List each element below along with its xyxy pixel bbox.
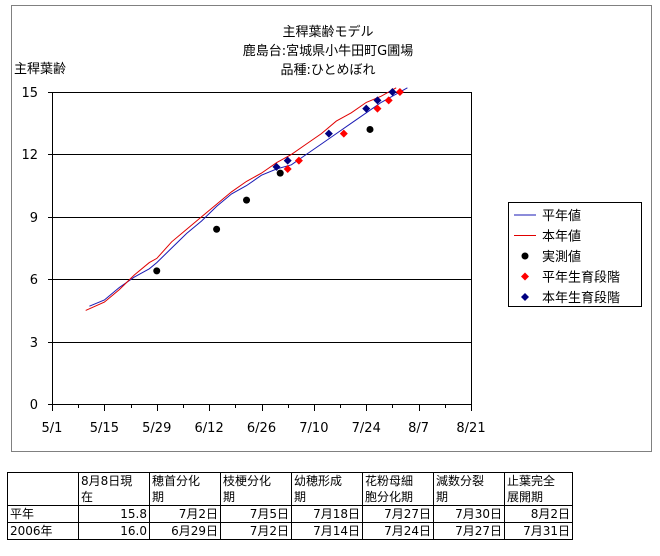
table-cell: 7月2日 [149, 505, 221, 523]
table-row: 平年 15.8 7月2日 7月5日 7月18日 7月27日 7月30日 8月2日 [7, 505, 573, 523]
legend-swatch-diamond [521, 293, 529, 301]
data-point-measured [276, 169, 284, 177]
table-cell: 7月27日 [433, 522, 505, 540]
y-tick-label: 9 [30, 211, 38, 226]
data-point-normal-stage [294, 156, 303, 165]
series-line-平年値 [89, 87, 408, 307]
table-cell: 7月24日 [362, 522, 434, 540]
legend-label: 平年値 [542, 208, 581, 224]
chart-frame [11, 5, 652, 452]
chart-title-line-3: 品種:ひとめぼれ [281, 62, 376, 78]
data-point-normal-stage [283, 164, 292, 173]
table-header-cell: 花粉母細 胞分化期 [362, 472, 434, 506]
table-header-row: 8月8日現在 穂首分化期 枝梗分化期 幼穂形成期 花粉母細 胞分化期 減数分裂期 … [7, 472, 573, 506]
table-cell: 7月5日 [220, 505, 292, 523]
plot-area [52, 92, 472, 405]
x-tick-label: 8/21 [456, 421, 485, 436]
table-cell: 8月2日 [504, 505, 573, 523]
data-point-current-stage [272, 162, 281, 171]
table-cell: 7月27日 [362, 505, 434, 523]
table-header-cell: 減数分裂期 [433, 472, 505, 506]
table-row-label: 平年 [7, 505, 79, 523]
data-point-normal-stage [339, 129, 348, 138]
legend-swatch-diamond [521, 272, 529, 281]
x-tick-label: 6/12 [195, 421, 224, 436]
table-cell: 15.8 [78, 505, 150, 523]
x-tick-label: 8/7 [408, 421, 429, 436]
legend-label: 本年生育段階 [542, 290, 620, 306]
legend-swatch-circle [521, 252, 529, 260]
legend-box [508, 202, 642, 307]
axis-ticks: 0 3 6 9 12 15 5/1 5/15 5/29 6/12 6/26 7/10 7/24 8/7 8/… [21, 86, 485, 436]
table-header-cell: 穂首分化期 [149, 472, 221, 506]
table-cell: 7月30日 [433, 505, 505, 523]
x-tick-label: 5/1 [42, 421, 63, 436]
table-cell: 6月29日 [149, 522, 221, 540]
data-point-normal-stage [395, 88, 404, 96]
data-point-current-stage [283, 156, 292, 165]
growth-stage-table: 8月8日現在 穂首分化期 枝梗分化期 幼穂形成期 花粉母細 胞分化期 減数分裂期 … [7, 472, 573, 540]
table-cell: 7月2日 [220, 522, 292, 540]
leaf-age-chart: 主稈葉齢モデル 鹿島台:宮城県小牛田町G圃場 品種:ひとめぼれ 主稈葉齢 0 3 6… [11, 5, 652, 452]
data-point-measured [243, 196, 251, 204]
table-cell: 7月14日 [291, 522, 363, 540]
data-point-measured [213, 225, 221, 233]
chart-title-line-2: 鹿島台:宮城県小牛田町G圃場 [243, 43, 413, 59]
table-cell: 7月31日 [504, 522, 573, 540]
data-point-current-stage [324, 129, 333, 138]
legend-label: 本年値 [542, 229, 581, 245]
table-row: 2006年 16.0 6月29日 7月2日 7月14日 7月24日 7月27日 … [7, 522, 573, 540]
series-layer [85, 87, 408, 311]
y-tick-label: 3 [30, 336, 38, 351]
legend-label: 実測値 [542, 249, 581, 265]
table-header-cell: 止葉完全 展開期 [504, 472, 573, 506]
x-tick-label: 7/10 [299, 421, 328, 436]
x-tick-label: 7/24 [352, 421, 381, 436]
y-tick-label: 15 [21, 86, 38, 101]
x-tick-label: 5/29 [142, 421, 171, 436]
y-tick-label: 12 [21, 148, 38, 163]
table-row-label: 2006年 [7, 522, 79, 540]
data-point-current-stage [362, 104, 371, 113]
y-tick-label: 6 [30, 273, 38, 288]
y-tick-label: 0 [30, 398, 38, 413]
data-point-measured [366, 125, 374, 133]
legend-label: 平年生育段階 [542, 270, 620, 286]
data-point-current-stage [373, 96, 382, 105]
chart-panel: 主稈葉齢モデル 鹿島台:宮城県小牛田町G圃場 品種:ひとめぼれ 主稈葉齢 0 3 6… [11, 5, 652, 452]
table-header-cell [7, 472, 79, 506]
data-point-normal-stage [384, 96, 393, 105]
y-axis-label: 主稈葉齢 [14, 62, 66, 77]
data-point-measured [153, 267, 161, 275]
x-tick-label: 6/26 [247, 421, 276, 436]
x-tick-label: 5/15 [90, 421, 119, 436]
table-header-cell: 幼穂形成期 [291, 472, 363, 506]
data-point-normal-stage [373, 104, 382, 113]
table-header-cell: 8月8日現在 [78, 472, 150, 506]
data-point-current-stage [388, 88, 397, 96]
series-line-本年値 [85, 87, 397, 311]
table-cell: 7月18日 [291, 505, 363, 523]
table-header-cell: 枝梗分化期 [220, 472, 292, 506]
chart-title-line-1: 主稈葉齢モデル [282, 24, 373, 40]
table-cell: 16.0 [78, 522, 150, 540]
